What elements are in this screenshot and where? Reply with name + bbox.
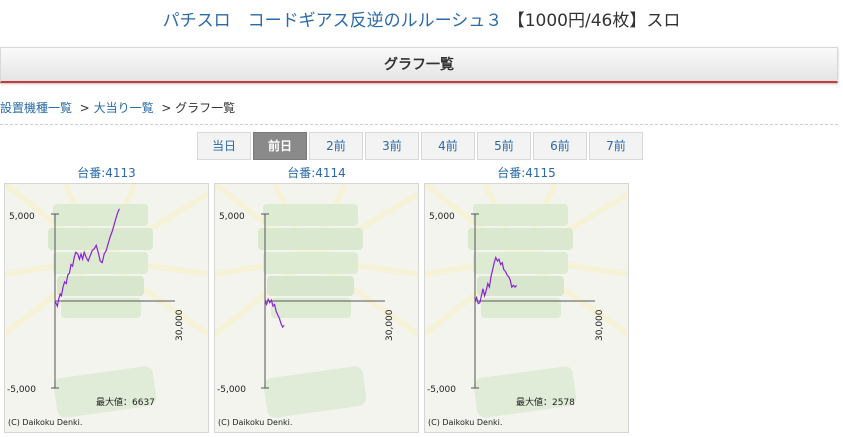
graph-panel[interactable]: 5,000 -5,000 30,000 最大値：6637 (C) Daikoku… bbox=[4, 183, 209, 433]
day-tabs: 当日 前日 2前 3前 4前 5前 6前 7前 bbox=[197, 132, 643, 160]
copyright: (C) Daikoku Denki. bbox=[218, 418, 292, 427]
graph-panel[interactable]: 5,000 -5,000 30,000 (C) Daikoku Denki. bbox=[214, 183, 419, 433]
tab-previous-day[interactable]: 前日 bbox=[253, 132, 307, 160]
graph-svg: 5,000 -5,000 30,000 最大値：6637 (C) Daikoku… bbox=[5, 184, 208, 427]
tab-7-days-ago[interactable]: 7前 bbox=[589, 132, 643, 160]
x-max-label: 30,000 bbox=[595, 309, 605, 341]
copyright: (C) Daikoku Denki. bbox=[8, 418, 82, 427]
max-value-label: 最大値：2578 bbox=[516, 396, 575, 408]
machine-title[interactable]: パチスロ コードギアス反逆のルルーシュ３ bbox=[162, 11, 503, 31]
section-title: グラフ一覧 bbox=[384, 57, 454, 73]
section-header: グラフ一覧 bbox=[0, 47, 838, 83]
tab-5-days-ago[interactable]: 5前 bbox=[477, 132, 531, 160]
page-title: パチスロ コードギアス反逆のルルーシュ３ 【1000円/46枚】スロ bbox=[0, 6, 843, 31]
rate-label: 【1000円/46枚】スロ bbox=[507, 11, 681, 31]
breadcrumb-machine-list[interactable]: 設置機種一覧 bbox=[0, 101, 73, 115]
x-max-label: 30,000 bbox=[385, 309, 395, 341]
plot-area bbox=[261, 213, 385, 389]
breadcrumb: 設置機種一覧 > 大当り一覧 > グラフ一覧 bbox=[0, 99, 235, 116]
plot-area bbox=[471, 213, 595, 389]
background-decoration bbox=[5, 184, 208, 418]
x-max-label: 30,000 bbox=[175, 309, 185, 341]
y-bottom-label: -5,000 bbox=[217, 385, 246, 395]
graph-panel[interactable]: 5,000 -5,000 30,000 最大値：2578 (C) Daikoku… bbox=[424, 183, 629, 433]
payout-line bbox=[264, 297, 285, 329]
tab-2-days-ago[interactable]: 2前 bbox=[309, 132, 363, 160]
payout-line bbox=[54, 208, 120, 309]
machine-number-link[interactable]: 台番:4114 bbox=[287, 166, 346, 180]
tab-3-days-ago[interactable]: 3前 bbox=[365, 132, 419, 160]
graph-card: 台番:4115 bbox=[424, 165, 629, 433]
breadcrumb-separator: > bbox=[79, 101, 90, 115]
graph-card: 台番:4114 bbox=[214, 165, 419, 433]
machine-number-link[interactable]: 台番:4115 bbox=[497, 166, 556, 180]
background-decoration bbox=[425, 184, 628, 418]
copyright: (C) Daikoku Denki. bbox=[428, 418, 502, 427]
tab-today[interactable]: 当日 bbox=[197, 132, 251, 160]
divider bbox=[0, 124, 838, 125]
y-top-label: 5,000 bbox=[219, 212, 245, 222]
breadcrumb-separator: > bbox=[161, 101, 172, 115]
y-bottom-label: -5,000 bbox=[427, 385, 456, 395]
y-top-label: 5,000 bbox=[9, 212, 35, 222]
graph-svg: 5,000 -5,000 30,000 (C) Daikoku Denki. bbox=[215, 184, 418, 427]
graph-svg: 5,000 -5,000 30,000 最大値：2578 (C) Daikoku… bbox=[425, 184, 628, 427]
tab-4-days-ago[interactable]: 4前 bbox=[421, 132, 475, 160]
y-top-label: 5,000 bbox=[429, 212, 455, 222]
payout-line bbox=[474, 255, 518, 305]
machine-number-link[interactable]: 台番:4113 bbox=[77, 166, 136, 180]
background-decoration bbox=[215, 184, 418, 418]
tab-6-days-ago[interactable]: 6前 bbox=[533, 132, 587, 160]
max-value-label: 最大値：6637 bbox=[96, 396, 155, 408]
plot-area bbox=[51, 208, 175, 389]
y-bottom-label: -5,000 bbox=[7, 385, 36, 395]
graph-card: 台番:4113 bbox=[4, 165, 209, 433]
breadcrumb-current: グラフ一覧 bbox=[175, 101, 236, 115]
breadcrumb-jackpot-list[interactable]: 大当り一覧 bbox=[93, 101, 154, 115]
